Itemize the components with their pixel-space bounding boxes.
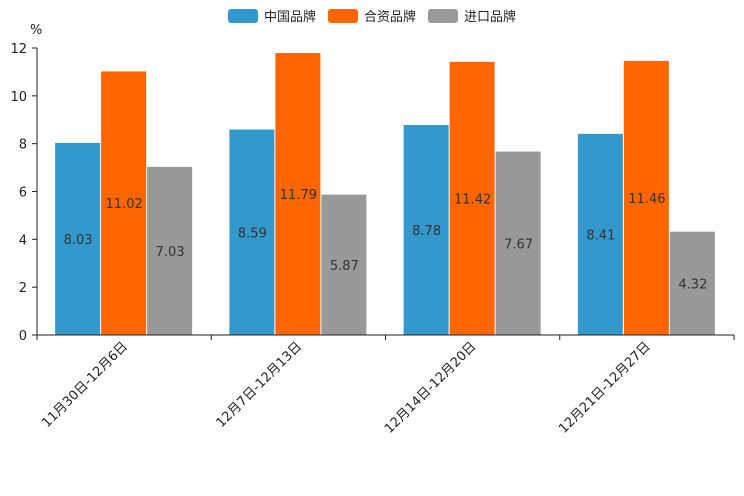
y-tick-label: 8 (19, 138, 27, 153)
y-tick-label: 10 (10, 90, 27, 105)
x-category-label: 12月7日-12月13日 (214, 339, 306, 431)
legend: 中国品牌 合资品牌 进口品牌 (228, 9, 516, 25)
data-label: 8.78 (412, 224, 441, 239)
y-tick-label: 4 (19, 233, 27, 248)
data-label: 4.32 (678, 277, 707, 292)
legend-item[interactable]: 进口品牌 (428, 9, 516, 25)
data-label: 11.79 (280, 188, 317, 203)
data-label: 7.67 (504, 237, 533, 252)
y-tick-label: 12 (10, 42, 27, 57)
x-category-label: 11月30日-12月6日 (39, 339, 131, 431)
bar[interactable] (55, 142, 101, 335)
legend-item[interactable]: 合资品牌 (328, 9, 416, 25)
data-label: 11.42 (454, 192, 491, 207)
bar[interactable] (147, 166, 193, 335)
bar[interactable] (495, 151, 541, 335)
bars: 8.03 11.02 7.03 8.59 11.79 5.87 8.78 11.42 7.67 8… (55, 53, 715, 336)
bar[interactable] (669, 231, 715, 335)
legend-label: 中国品牌 (264, 9, 316, 25)
bar[interactable] (229, 129, 275, 335)
bar[interactable] (449, 61, 495, 335)
data-label: 8.59 (238, 226, 267, 241)
bar[interactable] (321, 194, 367, 335)
data-label: 11.46 (628, 192, 665, 207)
bar[interactable] (403, 125, 449, 336)
legend-swatch (328, 9, 358, 23)
data-label: 5.87 (330, 259, 359, 274)
legend-label: 合资品牌 (364, 9, 416, 25)
data-label: 8.03 (64, 233, 93, 248)
legend-swatch (428, 9, 458, 23)
x-category-label: 12月14日-12月20日 (382, 339, 479, 436)
bar[interactable] (101, 71, 147, 336)
bar[interactable] (577, 133, 623, 335)
x-category-label: 12月21日-12月27日 (556, 339, 653, 436)
y-tick-label: 2 (19, 281, 27, 296)
y-axis-unit-label: % (30, 23, 42, 38)
data-label: 11.02 (106, 197, 143, 212)
legend-label: 进口品牌 (464, 9, 516, 25)
legend-item[interactable]: 中国品牌 (228, 9, 316, 25)
y-tick-label: 0 (19, 329, 27, 344)
bar[interactable] (275, 53, 321, 336)
data-label: 7.03 (156, 245, 185, 260)
data-label: 8.41 (586, 228, 615, 243)
y-tick-label: 6 (19, 186, 27, 201)
y-axis: 0 2 4 6 8 10 12 (10, 42, 38, 344)
legend-swatch (228, 9, 258, 23)
x-axis: 11月30日-12月6日 12月7日-12月13日 12月14日-12月20日 12月… (36, 334, 735, 437)
bar[interactable] (623, 60, 669, 335)
